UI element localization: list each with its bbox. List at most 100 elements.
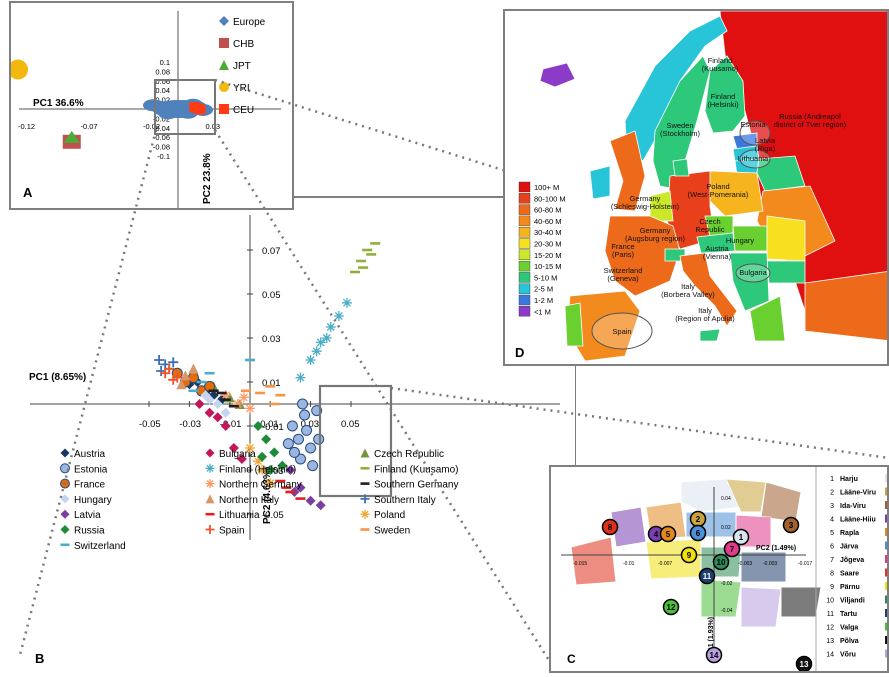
legend-swatch xyxy=(885,622,887,631)
legend-marker xyxy=(205,448,215,458)
place-label: Estonia xyxy=(740,120,766,129)
legend-label: Southern Germany xyxy=(374,480,459,491)
legend-label: 15-20 M xyxy=(534,251,562,260)
county-marker-number: 1 xyxy=(739,533,744,542)
county-marker xyxy=(601,518,619,536)
data-point-northern-italy xyxy=(188,363,199,374)
legend-marker xyxy=(219,104,229,114)
county-marker-number: 9 xyxy=(687,551,692,560)
legend-label: Finland (Kuusamo) xyxy=(374,464,458,475)
county-valga xyxy=(700,578,742,618)
legend-swatch xyxy=(885,528,887,536)
data-point-finland-helsinki- xyxy=(305,355,316,365)
data-point-latvia xyxy=(305,495,316,506)
region-sweden xyxy=(652,55,711,190)
county-marker xyxy=(659,525,677,543)
y-tick-label: 0.08 xyxy=(155,67,170,76)
place-label: France (Paris) xyxy=(611,242,634,259)
legend-marker xyxy=(219,38,229,48)
legend-number: 13 xyxy=(826,638,834,645)
data-point-hungary xyxy=(200,390,211,401)
data-point-switzerland xyxy=(204,371,215,375)
panel-label-a: A xyxy=(23,185,33,200)
data-point-estonia xyxy=(286,420,298,432)
x-tick-label: -0.003 xyxy=(763,561,777,567)
legend-label: Europe xyxy=(233,17,266,28)
place-label: Sweden (Stockholm) xyxy=(660,121,701,138)
y-tick-label: -0.01 xyxy=(262,422,284,433)
panel-b-pca-europe: -0.05 -0.03 -0.01 0.01 0.03 0.05 0.07 0.05 0.03 0… xyxy=(20,195,577,672)
data-point-finland-helsinki- xyxy=(315,337,326,348)
legend-swatch xyxy=(518,283,531,294)
y-tick-label: -0.08 xyxy=(153,143,170,152)
legend-county-name: Pärnu xyxy=(840,584,860,591)
legend-label: Switzerland xyxy=(74,541,126,552)
legend-label: Hungary xyxy=(74,495,112,506)
place-label-line: district of Tver region) xyxy=(774,120,847,129)
x-tick-label: -0.017 xyxy=(798,561,812,567)
data-point-estonia xyxy=(313,433,325,445)
county-marker-number: 14 xyxy=(710,651,719,660)
legend-label: JPT xyxy=(233,61,251,72)
y-axis-label: PC2 23.8% xyxy=(202,153,213,204)
x-tick-label: -0.03 xyxy=(179,419,201,430)
legend-swatch xyxy=(885,541,887,550)
legend-swatch xyxy=(518,249,531,261)
place-label: Czech Republic xyxy=(695,217,724,234)
data-point-ceu xyxy=(189,102,200,113)
x-tick-label: -0.01 xyxy=(623,561,635,567)
highlight-ellipse xyxy=(591,312,653,350)
place-label: Italy (Region of Apulia) xyxy=(675,306,735,323)
place-label-line: (Borbera Valley) xyxy=(661,290,715,299)
place-label-line: Finland xyxy=(711,92,736,101)
data-point-hungary xyxy=(204,394,215,405)
data-point-southern-germany xyxy=(220,398,231,401)
place-label-line: (Helsinki) xyxy=(707,100,739,109)
place-label-line: (West-Pomerania) xyxy=(688,190,749,199)
place-label-line: Italy xyxy=(681,282,695,291)
legend-swatch xyxy=(885,514,887,523)
legend-label: Austria xyxy=(74,449,106,460)
legend-marker xyxy=(60,463,70,474)
legend-label: Northern Germany xyxy=(219,480,302,491)
place-label: Germany (Schleswig-Holstein) xyxy=(611,194,680,211)
legend-number: 2 xyxy=(830,490,834,497)
data-point-estonia xyxy=(307,460,319,472)
place-label-line: Germany xyxy=(640,226,671,235)
county-marker xyxy=(698,567,716,585)
x-axis-label: PC1 36.6% xyxy=(33,98,84,109)
y-tick-label: 0.02 xyxy=(155,96,170,105)
place-label-line: Spain xyxy=(612,327,631,336)
legend-label: Sweden xyxy=(374,526,410,537)
y-axis-label: PC1 (1.93%) xyxy=(708,617,715,657)
highlight-ellipse xyxy=(735,263,771,283)
panel-label-b: B xyxy=(35,651,44,666)
legend-county-name: Lääne-Hiiu xyxy=(840,517,876,524)
y-tick-label: 0.03 xyxy=(262,334,281,345)
legend-marker xyxy=(60,448,70,458)
legend-label: Lithuania xyxy=(219,510,260,521)
region-finland xyxy=(704,55,746,134)
legend-label: Northern Italy xyxy=(219,495,279,506)
y-tick-label: 0.02 xyxy=(721,525,731,531)
legend-label: YRI xyxy=(233,83,250,94)
x-tick-label: -0.02 xyxy=(143,122,160,131)
county-marker xyxy=(705,646,723,664)
legend-swatch xyxy=(885,474,887,482)
county-marker xyxy=(712,553,730,571)
legend-marker xyxy=(205,525,215,534)
legend-swatch xyxy=(518,215,531,227)
legend-label: Poland xyxy=(374,510,405,521)
place-label-line: Estonia xyxy=(740,120,766,129)
legend-label: 80-100 M xyxy=(534,194,566,203)
panel-label-c: C xyxy=(567,652,576,666)
data-point-estonia xyxy=(282,438,294,450)
place-label: Russia (Andreapol district of Tver region… xyxy=(774,112,847,129)
legend-label: Finland (Helsinki) xyxy=(219,464,296,475)
region-benelux xyxy=(649,190,674,222)
legend-number: 8 xyxy=(830,571,834,578)
county-marker-number: 7 xyxy=(730,545,735,554)
data-point-finland-helsinki- xyxy=(341,297,352,308)
legend-swatch xyxy=(885,595,887,604)
data-point-sweden xyxy=(240,389,251,393)
